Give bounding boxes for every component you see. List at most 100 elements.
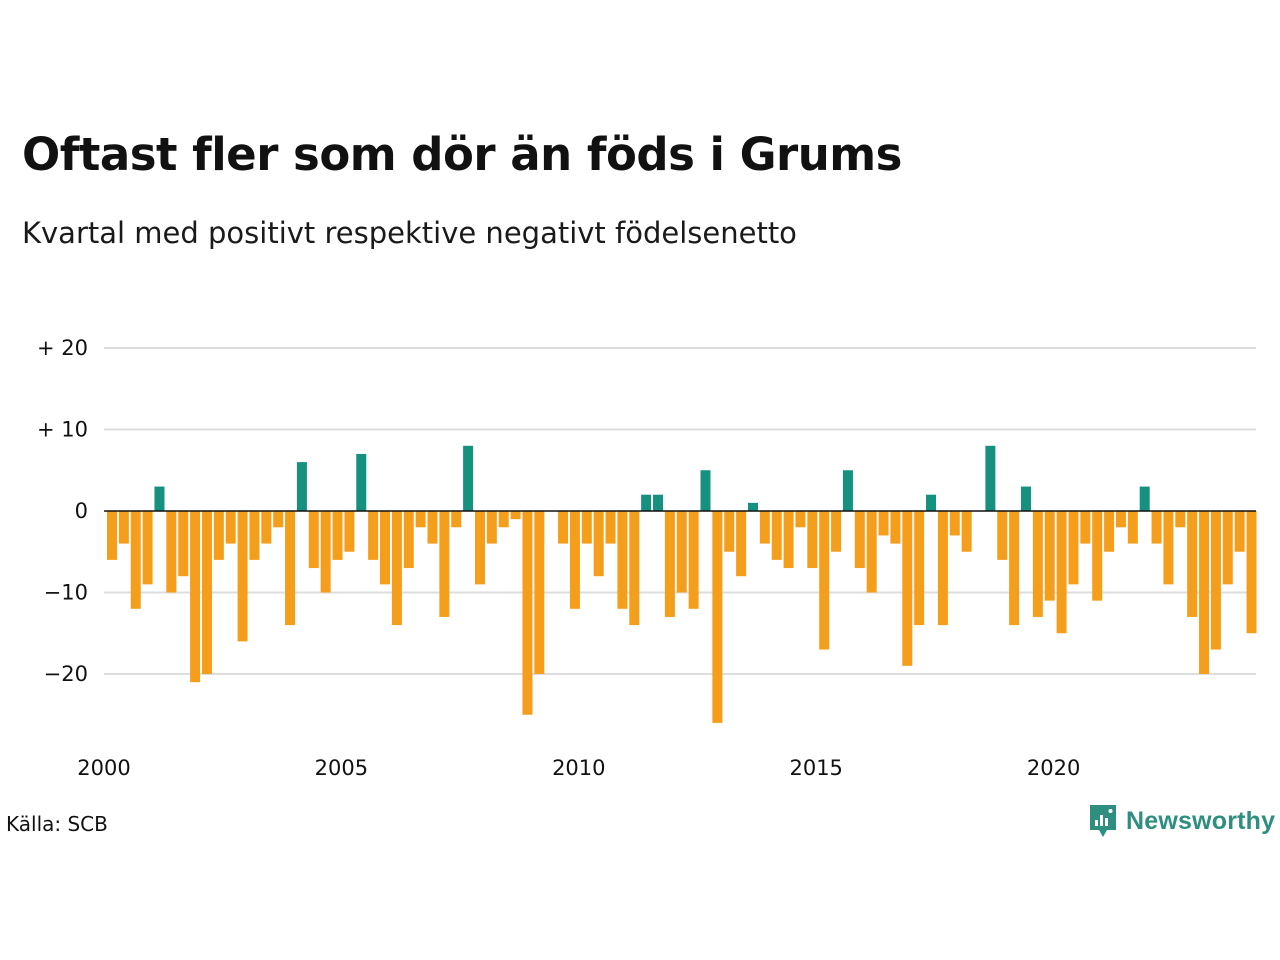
bar [842,470,853,511]
bar [1056,511,1067,634]
bar [1222,511,1233,585]
bar [866,511,877,593]
bar [427,511,438,544]
bar [463,445,474,511]
bar [641,494,652,511]
bar [985,445,996,511]
x-tick-label: 2015 [789,756,842,780]
bar [510,511,521,520]
bar [617,511,628,609]
newsworthy-logo[interactable]: Newsworthy [1088,803,1275,839]
bar [130,511,141,609]
x-tick-label: 2020 [1027,756,1080,780]
bar [403,511,414,569]
bar [581,511,592,544]
bar [653,494,664,511]
bar [1080,511,1091,544]
bar [273,511,284,528]
bar [593,511,604,577]
bar [474,511,485,585]
bar [902,511,913,666]
bar [285,511,296,626]
bar [213,511,224,560]
bar [558,511,569,544]
bar [522,511,533,715]
x-tick-label: 2000 [77,756,130,780]
bar [1068,511,1079,585]
bar [1115,511,1126,528]
bar [1104,511,1115,552]
x-tick-label: 2005 [315,756,368,780]
bar [534,511,545,674]
bar [451,511,462,528]
bar [997,511,1008,560]
bar [1199,511,1210,674]
bar [1127,511,1138,544]
bar [1032,511,1043,617]
bars [104,445,1257,723]
bar [118,511,129,544]
bar [1210,511,1221,650]
bar [344,511,355,552]
bar [1234,511,1245,552]
bar [712,511,723,723]
bar [1246,511,1257,634]
bar [1020,486,1031,511]
bar [320,511,331,593]
x-tick-label: 2010 [552,756,605,780]
bar [854,511,865,569]
bar [736,511,747,577]
bar [676,511,687,593]
bar [605,511,616,544]
source-note: Källa: SCB [6,812,108,836]
chart-title: Oftast fler som dör än föds i Grums [22,128,902,181]
bar [332,511,343,560]
bar [878,511,889,536]
bar [724,511,735,552]
chart-subtitle: Kvartal med positivt respektive negativt… [22,216,797,250]
bar [961,511,972,552]
y-tick-label: + 10 [37,418,88,442]
y-tick-label: 0 [75,499,88,523]
bar [178,511,189,577]
bar [1139,486,1150,511]
bar [807,511,818,569]
bar [1092,511,1103,601]
bar [759,511,770,544]
bar [237,511,248,642]
bar [700,470,711,511]
bar [831,511,842,552]
bar-chart: + 20 + 10 0 −10 −20 2000 2005 2010 2015 2020 [37,336,1257,780]
bar [747,502,758,511]
bar [569,511,580,609]
y-tick-label: + 20 [37,336,88,360]
bar [356,453,367,511]
bar [415,511,426,528]
bar [1009,511,1020,626]
bar [439,511,450,617]
bar [664,511,675,617]
bar [308,511,319,569]
bar [949,511,960,536]
bar [296,462,307,511]
bar [1151,511,1162,544]
bar [498,511,509,528]
bar [486,511,497,544]
bar [201,511,212,674]
y-tick-label: −10 [44,581,88,605]
bar [1163,511,1174,585]
bar [391,511,402,626]
bar [1187,511,1198,617]
bar [261,511,272,544]
bar [629,511,640,626]
bar [380,511,391,585]
y-tick-label: −20 [44,662,88,686]
bar [166,511,177,593]
bar [190,511,201,683]
brand-name: Newsworthy [1126,806,1276,835]
bar [142,511,153,585]
newsworthy-logo-icon [1090,805,1116,837]
bar [819,511,830,650]
bar [783,511,794,569]
bar [1044,511,1055,601]
